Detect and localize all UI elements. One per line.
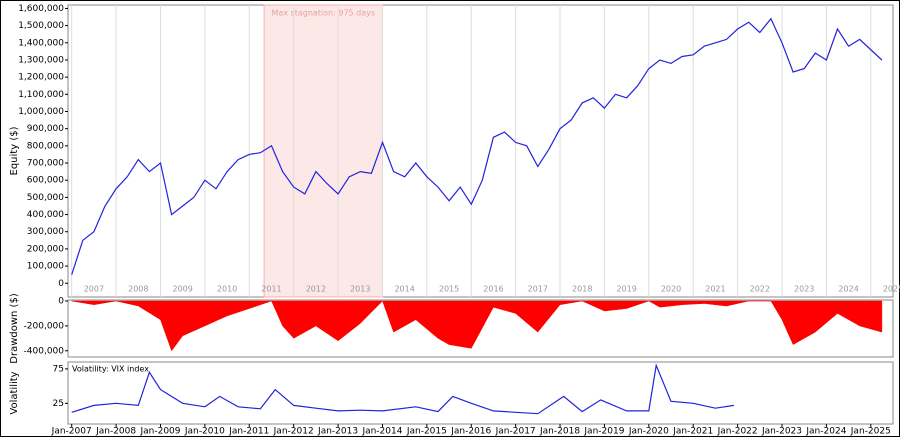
x-tick-label: 2021	[705, 285, 725, 294]
x-tick-label: Jan-2019	[583, 427, 624, 437]
x-tick-label: Jan-2021	[672, 427, 713, 437]
x-tick-label: Jan-2018	[539, 427, 580, 437]
y-tick-label: 1,200,000	[18, 73, 64, 83]
y-tick-label: 800,000	[27, 141, 64, 151]
x-tick-label: 2014	[394, 285, 414, 294]
y-tick-label: 0	[58, 279, 64, 289]
x-tick-label: 2010	[217, 285, 237, 294]
y-axis-title: Volatility	[9, 371, 20, 414]
x-tick-label: 2022	[750, 285, 770, 294]
x-tick-label: Jan-2016	[450, 427, 491, 437]
x-tick-label: Jan-2017	[495, 427, 536, 437]
x-tick-label: 2017	[528, 285, 548, 294]
x-tick-label: Jan-2011	[228, 427, 269, 437]
x-tick-label: Jan-2014	[361, 427, 402, 437]
x-tick-label: 2023	[794, 285, 814, 294]
y-tick-label: 500,000	[27, 193, 64, 203]
x-tick-label: Jan-2010	[184, 427, 225, 437]
y-tick-label: 25	[53, 399, 64, 409]
x-tick-label: Jan-2012	[273, 427, 314, 437]
x-tick-label: 2015	[439, 285, 459, 294]
x-tick-label: Jan-2009	[139, 427, 180, 437]
y-axis-title: Equity ($)	[9, 126, 20, 175]
y-tick-label: 1,500,000	[18, 21, 64, 31]
x-tick-label: 2018	[572, 285, 592, 294]
x-tick-label: 2009	[173, 285, 193, 294]
x-tick-label: Jan-2024	[805, 427, 846, 437]
x-tick-label: Jan-2008	[95, 427, 136, 437]
x-tick-label: 2020	[661, 285, 681, 294]
plot-area	[67, 4, 894, 298]
x-tick-label: Jan-2015	[406, 427, 447, 437]
x-tick-label: 2019	[616, 285, 636, 294]
x-tick-label: 2007	[84, 285, 104, 294]
x-tick-label: 2025	[883, 285, 900, 294]
y-tick-label: 700,000	[27, 159, 64, 169]
y-tick-label: 1,400,000	[18, 38, 64, 48]
x-tick-label: Jan-2022	[717, 427, 758, 437]
y-tick-label: -200,000	[24, 321, 65, 331]
x-tick-label: 2016	[483, 285, 503, 294]
stagnation-label: Max stagnation: 975 days	[271, 9, 375, 18]
y-tick-label: 1,600,000	[18, 4, 64, 14]
y-tick-label: -400,000	[24, 346, 65, 356]
x-tick-label: Jan-2020	[628, 427, 669, 437]
y-tick-label: 300,000	[27, 227, 64, 237]
stagnation-region	[263, 4, 383, 298]
y-tick-label: 0	[58, 296, 64, 306]
x-tick-label: Jan-2007	[51, 427, 92, 437]
panel-annotation: Volatility: VIX index	[72, 365, 149, 374]
x-tick-label: 2011	[261, 285, 281, 294]
x-tick-label: 2024	[838, 285, 858, 294]
x-tick-label: Jan-2023	[761, 427, 802, 437]
plot-area	[67, 361, 894, 425]
x-tick-label: Jan-2025	[850, 427, 891, 437]
y-tick-label: 200,000	[27, 244, 64, 254]
x-tick-label: 2012	[306, 285, 326, 294]
series-line	[71, 363, 734, 415]
series-line	[71, 17, 883, 275]
y-tick-label: 75	[53, 364, 64, 374]
y-tick-label: 400,000	[27, 210, 64, 220]
x-tick-label: 2008	[128, 285, 148, 294]
x-tick-label: Jan-2013	[317, 427, 358, 437]
y-tick-label: 1,100,000	[18, 90, 64, 100]
y-axis-title: Drawdown ($)	[9, 293, 20, 364]
y-tick-label: 100,000	[27, 262, 64, 272]
x-tick-label: 2013	[350, 285, 370, 294]
y-tick-label: 1,000,000	[18, 107, 64, 117]
y-tick-label: 900,000	[27, 124, 64, 134]
y-tick-label: 1,300,000	[18, 55, 64, 65]
y-tick-label: 600,000	[27, 176, 64, 186]
drawdown-area	[71, 300, 883, 352]
